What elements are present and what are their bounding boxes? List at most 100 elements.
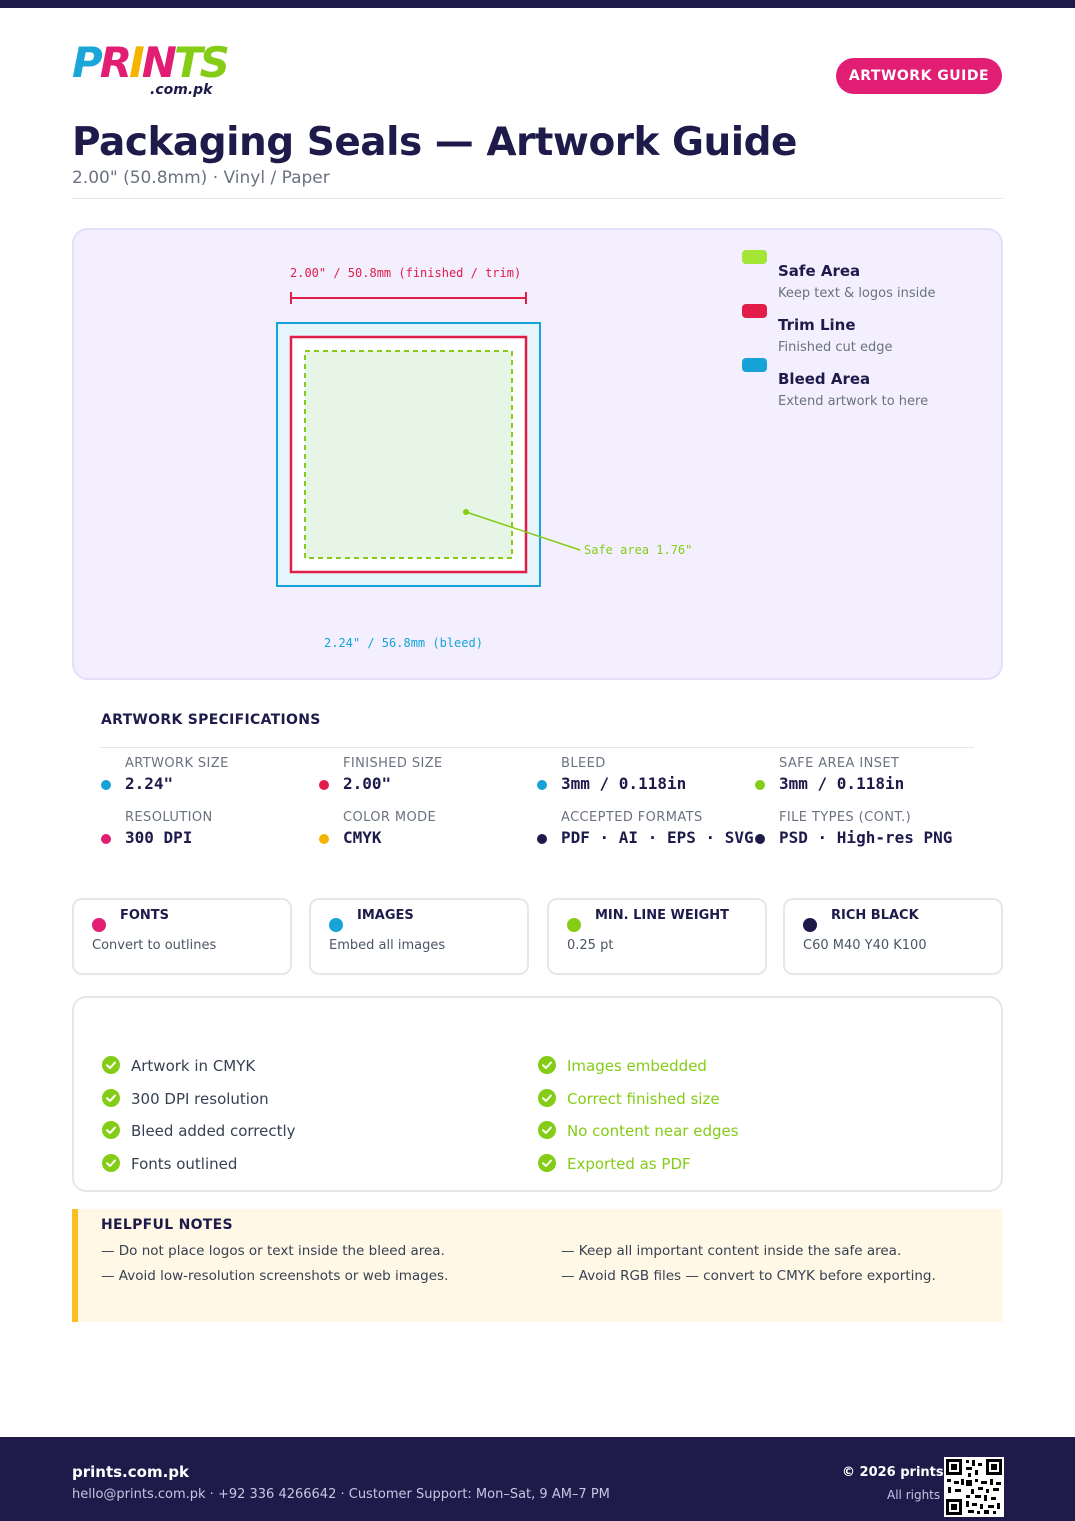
footer-contact: hello@prints.com.pk · +92 336 4266642 · …	[72, 1487, 610, 1502]
check-text: Exported as PDF	[567, 1155, 691, 1173]
note-item: — Keep all important content inside the …	[561, 1243, 902, 1259]
card-desc: Convert to outlines	[92, 938, 217, 953]
spec-label: ACCEPTED FORMATS	[561, 810, 703, 825]
legend-desc: Keep text & logos inside	[778, 286, 936, 301]
spec-value: PSD · High-res PNG	[779, 828, 953, 847]
bleed-dimension-label: 2.24" / 56.8mm (bleed)	[324, 636, 483, 650]
check-icon	[538, 1121, 556, 1139]
spec-value: 3mm / 0.118in	[779, 774, 905, 793]
spec-dot	[537, 834, 547, 844]
legend-item-trim-line: Trim Line Finished cut edge	[742, 304, 982, 358]
spec-bleed: BLEED 3mm / 0.118in	[537, 756, 755, 800]
spec-dot	[101, 834, 111, 844]
check-icon	[102, 1089, 120, 1107]
logo-letter: N	[141, 38, 177, 87]
card-desc: Embed all images	[329, 938, 446, 953]
legend-item-safe-area: Safe Area Keep text & logos inside	[742, 250, 982, 304]
card-dot	[92, 918, 106, 932]
check-icon	[102, 1056, 120, 1074]
spec-color-mode: COLOR MODE CMYK	[319, 810, 537, 854]
card-fonts: FONTS Convert to outlines	[72, 898, 292, 975]
legend-desc: Finished cut edge	[778, 340, 893, 355]
note-item: — Avoid RGB files — convert to CMYK befo…	[561, 1268, 936, 1284]
note-item: — Do not place logos or text inside the …	[101, 1243, 445, 1259]
footer-rights: All rights reserved	[887, 1488, 947, 1502]
check-icon	[102, 1121, 120, 1139]
card-title: MIN. LINE WEIGHT	[595, 908, 729, 923]
logo-wordmark: PRINTS	[72, 38, 230, 87]
notes-title: HELPFUL NOTES	[101, 1217, 233, 1233]
spec-dot	[755, 834, 765, 844]
check-text: Bleed added correctly	[131, 1122, 296, 1140]
footer-brand[interactable]: prints.com.pk	[72, 1463, 189, 1481]
qr-code-icon[interactable]	[944, 1457, 1004, 1517]
legend-title: Safe Area	[778, 262, 861, 280]
card-images: IMAGES Embed all images	[309, 898, 529, 975]
card-min-line-weight: MIN. LINE WEIGHT 0.25 pt	[547, 898, 767, 975]
logo-letter: R	[99, 38, 132, 87]
spec-label: SAFE AREA INSET	[779, 756, 900, 771]
logo-domain: .com.pk	[150, 82, 213, 98]
spec-label: ARTWORK SIZE	[125, 756, 229, 771]
dieline-diagram: 2.00" / 50.8mm (finished / trim) Safe ar…	[276, 266, 692, 650]
check-text: Images embedded	[567, 1057, 707, 1075]
check-icon	[538, 1056, 556, 1074]
spec-label: FILE TYPES (CONT.)	[779, 810, 912, 825]
spec-accepted-formats: ACCEPTED FORMATS PDF · AI · EPS · SVG	[537, 810, 755, 854]
specs-divider	[101, 747, 974, 748]
check-text: 300 DPI resolution	[131, 1090, 269, 1108]
spec-resolution: RESOLUTION 300 DPI	[101, 810, 319, 854]
spec-dot	[755, 780, 765, 790]
check-icon	[538, 1089, 556, 1107]
diagram-legend: Safe Area Keep text & logos inside Trim …	[742, 250, 982, 412]
logo-letter: P	[72, 38, 103, 87]
card-dot	[803, 918, 817, 932]
logo-letter: T	[173, 38, 203, 87]
card-desc: C60 M40 Y40 K100	[803, 938, 927, 953]
logo-letter: I	[129, 38, 145, 87]
spec-label: RESOLUTION	[125, 810, 213, 825]
spec-value: 2.00"	[343, 774, 392, 793]
check-icon	[538, 1154, 556, 1172]
spec-value: 2.24"	[125, 774, 174, 793]
card-rich-black: RICH BLACK C60 M40 Y40 K100	[783, 898, 1003, 975]
legend-item-bleed-area: Bleed Area Extend artwork to here	[742, 358, 982, 412]
spec-dot	[101, 780, 111, 790]
spec-label: BLEED	[561, 756, 606, 771]
spec-finished-size: FINISHED SIZE 2.00"	[319, 756, 537, 800]
card-dot	[567, 918, 581, 932]
spec-label: FINISHED SIZE	[343, 756, 443, 771]
checklist-panel: Artwork in CMYK 300 DPI resolution Bleed…	[72, 996, 1003, 1192]
card-title: FONTS	[120, 908, 170, 923]
check-text: Fonts outlined	[131, 1155, 238, 1173]
page-footer: prints.com.pk hello@prints.com.pk · +92 …	[0, 1437, 1075, 1521]
dieline-diagram-panel: 2.00" / 50.8mm (finished / trim) Safe ar…	[72, 228, 1003, 680]
spec-file-types: FILE TYPES (CONT.) PSD · High-res PNG	[755, 810, 973, 854]
legend-title: Trim Line	[778, 316, 856, 334]
spec-artwork-size: ARTWORK SIZE 2.24"	[101, 756, 319, 800]
prints-logo[interactable]: PRINTS .com.pk	[72, 42, 232, 102]
legend-title: Bleed Area	[778, 370, 871, 388]
footer-copyright: © 2026 prints.com.pk	[842, 1465, 947, 1480]
helpful-notes: HELPFUL NOTES — Do not place logos or te…	[72, 1209, 1003, 1322]
check-text: No content near edges	[567, 1122, 739, 1140]
spec-value: PDF · AI · EPS · SVG	[561, 828, 754, 847]
spec-dot	[319, 780, 329, 790]
specs-heading: ARTWORK SPECIFICATIONS	[101, 712, 321, 728]
spec-label: COLOR MODE	[343, 810, 437, 825]
check-icon	[102, 1154, 120, 1172]
check-text: Correct finished size	[567, 1090, 720, 1108]
card-desc: 0.25 pt	[567, 938, 614, 953]
top-accent-bar	[0, 0, 1075, 8]
safe-area-label: Safe area 1.76"	[584, 543, 692, 557]
safe-area-box	[304, 350, 513, 559]
page-subtitle: 2.00" (50.8mm) · Vinyl / Paper	[72, 168, 330, 188]
safe-area-pointer-line	[465, 511, 581, 551]
bleed-area-swatch	[742, 358, 767, 372]
card-title: RICH BLACK	[831, 908, 919, 923]
spec-value: 300 DPI	[125, 828, 193, 847]
artwork-guide-badge[interactable]: ARTWORK GUIDE	[836, 58, 1002, 94]
legend-desc: Extend artwork to here	[778, 394, 929, 409]
spec-safe-area-inset: SAFE AREA INSET 3mm / 0.118in	[755, 756, 973, 800]
trim-dimension-label: 2.00" / 50.8mm (finished / trim)	[290, 266, 521, 280]
